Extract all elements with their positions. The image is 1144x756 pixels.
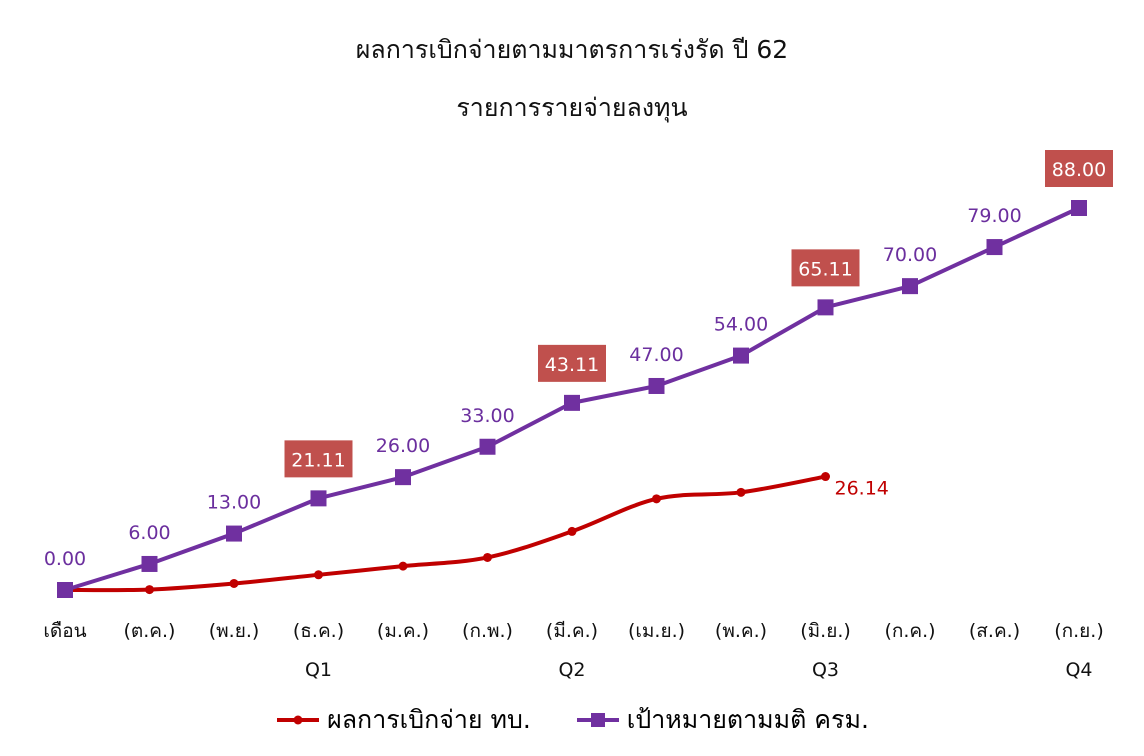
data-point-target [141, 555, 158, 572]
quarter-label: Q1 [305, 659, 332, 681]
data-label-target: 21.11 [291, 449, 345, 471]
data-point-actual [567, 526, 577, 536]
x-tick-label: (มี.ค.) [546, 620, 598, 642]
data-label-target: 70.00 [883, 244, 937, 266]
legend-item-actual: ผลการเบิกจ่าย ทบ. [275, 700, 531, 740]
data-point-actual [229, 578, 239, 588]
x-tick-label: (ธ.ค.) [293, 620, 344, 642]
x-tick-label: เดือน [43, 620, 86, 642]
data-label-box [791, 249, 860, 287]
data-point-target [395, 469, 411, 486]
data-point-actual [145, 585, 154, 595]
x-tick-label: (พ.ย.) [209, 620, 260, 642]
x-tick-label: (ก.พ.) [462, 620, 513, 642]
data-label-target: 13.00 [207, 492, 261, 514]
data-label-target: 47.00 [629, 344, 683, 366]
data-label-target: 43.11 [545, 354, 599, 376]
data-point-target [986, 239, 1003, 256]
x-tick-label: (ส.ค.) [969, 620, 1020, 642]
x-tick-label: (ก.ย.) [1054, 620, 1104, 642]
legend-label-actual: ผลการเบิกจ่าย ทบ. [327, 705, 531, 734]
data-point-target [733, 347, 749, 364]
data-point-target [1071, 200, 1087, 216]
x-tick-label: (ก.ค.) [884, 620, 935, 642]
data-label-actual: 26.14 [835, 478, 889, 500]
data-point-target [648, 377, 665, 394]
data-point-actual [736, 487, 746, 497]
legend-item-target: เป้าหมายตามมติ ครม. [575, 700, 869, 740]
series-line-actual [63, 474, 828, 593]
data-point-target [564, 394, 580, 411]
legend-key-target-icon [576, 713, 619, 727]
data-point-actual [483, 552, 492, 562]
data-label-target: 6.00 [128, 522, 170, 544]
data-point-target [226, 525, 242, 542]
line-chart: เดือน (ต.ค.) (พ.ย.) (ธ.ค.) (ม.ค.) (ก.พ.) (มี.ค… [43, 150, 1113, 681]
data-label-target: 54.00 [714, 314, 768, 336]
data-label-box [538, 344, 606, 382]
data-label-target: 65.11 [798, 258, 852, 280]
data-point-target [310, 490, 327, 507]
legend-key-actual-icon [277, 715, 320, 725]
quarter-label: Q2 [558, 659, 585, 681]
data-point-actual [821, 472, 830, 482]
legend-label-target: เป้าหมายตามมติ ครม. [626, 705, 869, 734]
data-point-target [902, 278, 918, 295]
quarter-label: Q4 [1065, 659, 1092, 681]
chart-legend: ผลการเบิกจ่าย ทบ. เป้าหมายตามมติ ครม. [0, 700, 1144, 740]
data-point-actual [652, 494, 661, 504]
data-point-target [57, 582, 73, 598]
x-tick-label: (พ.ค.) [715, 620, 767, 642]
data-point-target [817, 299, 834, 316]
data-label-target: 33.00 [460, 405, 514, 427]
data-point-actual [314, 570, 323, 580]
data-point-actual [398, 561, 408, 571]
x-tick-label: (ต.ค.) [124, 620, 176, 642]
x-tick-label: (เม.ย.) [628, 620, 685, 642]
data-label-target: 0.00 [44, 548, 86, 570]
chart-subtitle: รายการรายจ่ายลงทุน [456, 93, 688, 122]
data-label-target: 26.00 [376, 435, 430, 457]
data-label-target: 88.00 [1052, 159, 1106, 181]
x-tick-label: (ม.ค.) [377, 620, 429, 642]
data-point-target [479, 438, 496, 455]
chart-title: ผลการเบิกจ่ายตามมาตรการเร่งรัด ปี 62 [355, 35, 789, 64]
data-label-box [1045, 150, 1113, 187]
quarter-label: Q3 [812, 659, 839, 681]
data-label-box [284, 440, 353, 478]
x-tick-label: (มิ.ย.) [800, 620, 851, 642]
data-label-target: 79.00 [967, 205, 1021, 227]
